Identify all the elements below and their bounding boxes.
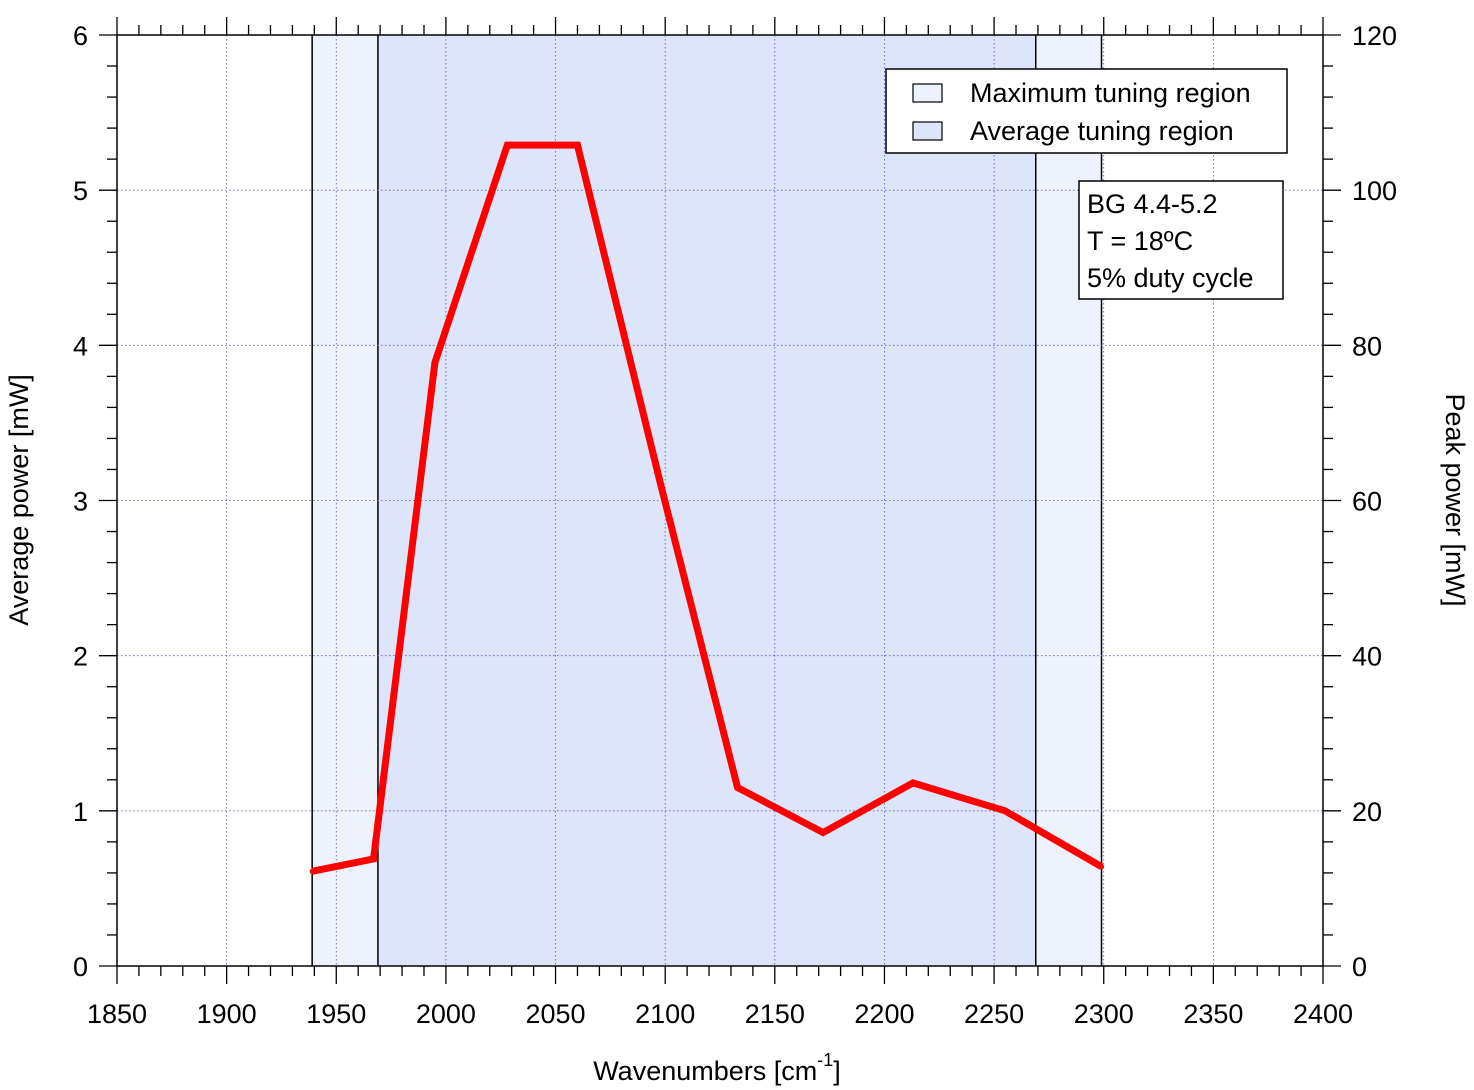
x-tick-label: 2350 xyxy=(1183,999,1243,1029)
y-axis-title: Average power [mW] xyxy=(4,374,34,626)
legend: Maximum tuning region Average tuning reg… xyxy=(885,68,1288,154)
grid xyxy=(117,35,1323,966)
axis-ticks xyxy=(99,17,1341,984)
y-tick-labels: 0 1 2 3 4 5 6 xyxy=(73,21,88,982)
x-tick-labels: 1850 1900 1950 2000 2050 2100 2150 2200 2250 2300… xyxy=(87,999,1353,1029)
annotation-line-temperature: T = 18ºC xyxy=(1087,226,1193,256)
y2-axis-title: Peak power [mW] xyxy=(1440,393,1470,606)
x-tick-label: 2050 xyxy=(526,999,586,1029)
data-point xyxy=(820,830,826,836)
legend-label-average-tuning-region: Average tuning region xyxy=(970,116,1234,146)
x-tick-label: 2300 xyxy=(1074,999,1134,1029)
annotation-line-device: BG 4.4-5.2 xyxy=(1087,189,1218,219)
x-tick-label: 2100 xyxy=(635,999,695,1029)
legend-box xyxy=(885,68,1288,154)
y-tick-label: 5 xyxy=(73,176,88,206)
x-tick-label: 2400 xyxy=(1293,999,1353,1029)
legend-swatch-maximum-tuning-region xyxy=(912,83,943,103)
y2-tick-label: 120 xyxy=(1352,21,1397,51)
data-point xyxy=(910,780,916,786)
x-tick-label: 1900 xyxy=(197,999,257,1029)
annotation-frame xyxy=(1078,180,1284,300)
data-point xyxy=(658,482,664,488)
y-tick-label: 2 xyxy=(73,642,88,672)
data-point xyxy=(504,142,510,148)
data-point xyxy=(574,142,580,148)
annotation-box: BG 4.4-5.2 T = 18ºC 5% duty cycle xyxy=(1078,180,1284,300)
y2-tick-label: 80 xyxy=(1352,331,1382,361)
data-point xyxy=(432,359,438,365)
legend-swatch-average-tuning-region xyxy=(912,121,943,141)
data-point xyxy=(309,868,315,874)
data-point xyxy=(371,856,377,862)
x-tick-label: 2250 xyxy=(964,999,1024,1029)
y2-tick-label: 0 xyxy=(1352,952,1367,982)
x-tick-label: 1950 xyxy=(306,999,366,1029)
x-tick-label: 2000 xyxy=(416,999,476,1029)
x-tick-label: 2150 xyxy=(745,999,805,1029)
legend-label-maximum-tuning-region: Maximum tuning region xyxy=(970,78,1251,108)
y-tick-label: 1 xyxy=(73,797,88,827)
y-tick-label: 4 xyxy=(73,331,88,361)
y2-tick-labels: 0 20 40 60 80 100 120 xyxy=(1352,21,1397,982)
tuning-regions xyxy=(311,35,1103,966)
y2-tick-label: 100 xyxy=(1352,176,1397,206)
y2-tick-label: 60 xyxy=(1352,487,1382,517)
annotation-line-duty-cycle: 5% duty cycle xyxy=(1087,263,1254,293)
y-tick-label: 3 xyxy=(73,487,88,517)
x-axis-title-main: Wavenumbers [cm xyxy=(593,1056,817,1086)
y2-tick-label: 40 xyxy=(1352,642,1382,672)
data-point xyxy=(735,785,741,791)
x-tick-label: 1850 xyxy=(87,999,147,1029)
x-tick-label: 2200 xyxy=(854,999,914,1029)
series-layer xyxy=(309,141,1105,875)
x-axis-title-end: ] xyxy=(833,1056,841,1086)
y-tick-label: 6 xyxy=(73,21,88,51)
x-axis-title-superscript: -1 xyxy=(817,1050,833,1070)
data-point xyxy=(1002,808,1008,814)
x-axis-title: Wavenumbers [cm-1] xyxy=(593,1050,841,1086)
y-tick-label: 0 xyxy=(73,952,88,982)
data-point xyxy=(1099,864,1105,870)
y2-tick-label: 20 xyxy=(1352,797,1382,827)
